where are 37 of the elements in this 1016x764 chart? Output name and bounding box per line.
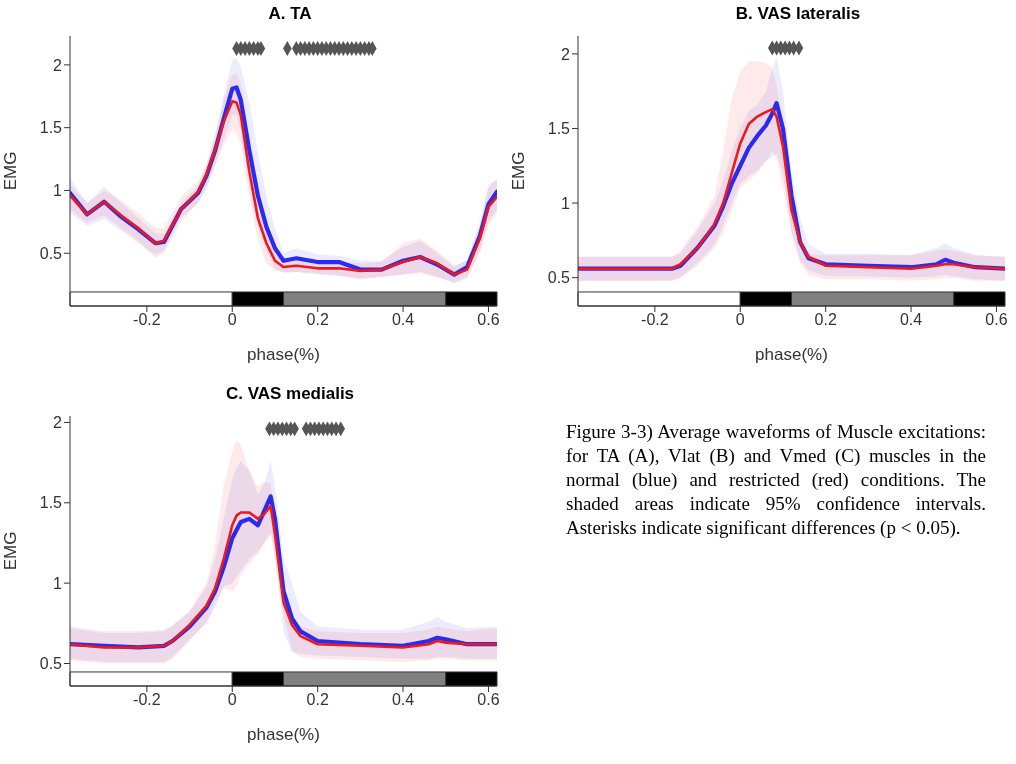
x-tick-label: 0.4 xyxy=(391,311,415,329)
x-tick-label: 0 xyxy=(735,311,745,329)
x-tick-label: 0.6 xyxy=(477,691,500,709)
y-tick-label: 0.5 xyxy=(547,269,571,287)
x-tick-label: 0.4 xyxy=(899,311,923,329)
y-tick-label: 1 xyxy=(53,182,63,200)
y-tick-label: 0.5 xyxy=(39,244,63,262)
y-tick-label: 0.5 xyxy=(39,655,63,673)
y-tick-label: 2 xyxy=(53,56,63,74)
x-tick-label: -0.2 xyxy=(641,311,669,329)
x-axis-title: phase(%) xyxy=(247,345,320,364)
x-axis-title: phase(%) xyxy=(247,725,320,744)
y-tick-label: 1.5 xyxy=(39,494,63,512)
y-tick-label: 1.5 xyxy=(547,120,571,138)
x-tick-label: 0 xyxy=(227,691,237,709)
x-tick-label: 0.6 xyxy=(477,311,500,329)
y-tick-label: 1 xyxy=(561,194,571,212)
y-axis-title: EMG xyxy=(509,151,529,191)
y-axis-title: EMG xyxy=(1,531,21,571)
chart-title: B. VAS lateralis xyxy=(734,4,862,24)
chart-title: C. VAS medialis xyxy=(224,384,356,404)
x-tick-label: -0.2 xyxy=(133,311,161,329)
x-tick-label: -0.2 xyxy=(133,691,161,709)
x-tick-label: 0.2 xyxy=(306,691,329,709)
caption: Figure 3-3) Average waveforms of Muscle excitations: for TA (A), Vlat (B) and Vmed (C) muscles in the normal (blue) and restricted (red) conditions. The shaded areas indicate 95% confidence intervals. Asterisks indicate significant differences (p < 0.05). xyxy=(566,420,986,540)
y-axis-title: EMG xyxy=(1,151,21,191)
x-tick-label: 0.2 xyxy=(306,311,329,329)
y-tick-label: 1.5 xyxy=(39,119,63,137)
x-axis-title: phase(%) xyxy=(755,345,828,364)
x-tick-label: 0.6 xyxy=(985,311,1008,329)
y-tick-label: 1 xyxy=(53,574,63,592)
x-tick-label: 0.2 xyxy=(814,311,837,329)
y-tick-label: 2 xyxy=(561,45,571,63)
x-tick-label: 0.4 xyxy=(391,691,415,709)
y-tick-label: 2 xyxy=(53,414,63,432)
x-tick-label: 0 xyxy=(227,311,237,329)
chart-title: A. TA xyxy=(267,4,313,24)
